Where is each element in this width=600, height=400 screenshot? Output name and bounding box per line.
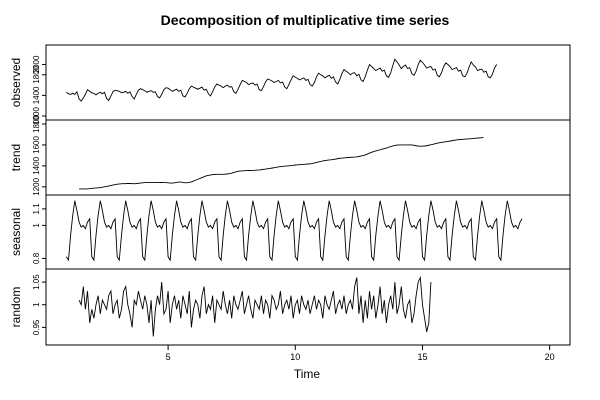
random-frame (45, 268, 571, 346)
trend-y-tick-label: 1800 (32, 115, 41, 133)
seasonal-series-line (65, 200, 523, 262)
observed-series-line (66, 58, 498, 102)
seasonal-y-tick-label: 0.8 (32, 252, 41, 264)
x-tick-label: 10 (290, 352, 300, 362)
random-y-tick-label: 1 (32, 302, 41, 307)
trend-y-tick-label: 1600 (32, 135, 41, 153)
chart-title: Decomposition of multiplicative time ser… (161, 12, 450, 28)
panel-trend: 1200 1400 1600 1800 trend (9, 115, 571, 196)
trend-y-axis-label: trend (9, 144, 23, 171)
trend-y-tick-label: 1200 (32, 177, 41, 195)
random-y-tick-label: 0.95 (32, 319, 41, 335)
seasonal-y-tick-label: 1.1 (32, 203, 41, 215)
x-axis-label: Time (294, 367, 321, 381)
observed-y-tick-label: 1800 (32, 65, 41, 83)
observed-y-axis-label: observed (9, 58, 23, 107)
seasonal-y-tick-label: 1 (32, 223, 41, 228)
panels-group: 1000140018002000observed1200140016001800… (9, 44, 571, 346)
observed-y-tick-label: 1000 (32, 107, 41, 125)
x-tick-label: 15 (417, 352, 427, 362)
random-y-tick-label: 1.05 (32, 274, 41, 290)
panel-seasonal: 0.8 1 1.1 seasonal (9, 194, 571, 270)
random-y-axis-label: random (9, 287, 23, 328)
observed-frame (45, 44, 571, 121)
trend-series-line (79, 137, 484, 190)
x-tick-label: 20 (545, 352, 555, 362)
trend-y-tick-label: 1400 (32, 156, 41, 174)
x-axis: 5 10 15 20 (166, 345, 555, 362)
panel-random: 0.95 1 1.05 random (9, 268, 571, 346)
random-series-line (78, 275, 432, 337)
x-tick-label: 5 (166, 352, 171, 362)
seasonal-y-axis-label: seasonal (9, 208, 23, 256)
observed-y-tick-label: 1400 (32, 86, 41, 104)
observed-y-tick-label: 2000 (32, 55, 41, 73)
